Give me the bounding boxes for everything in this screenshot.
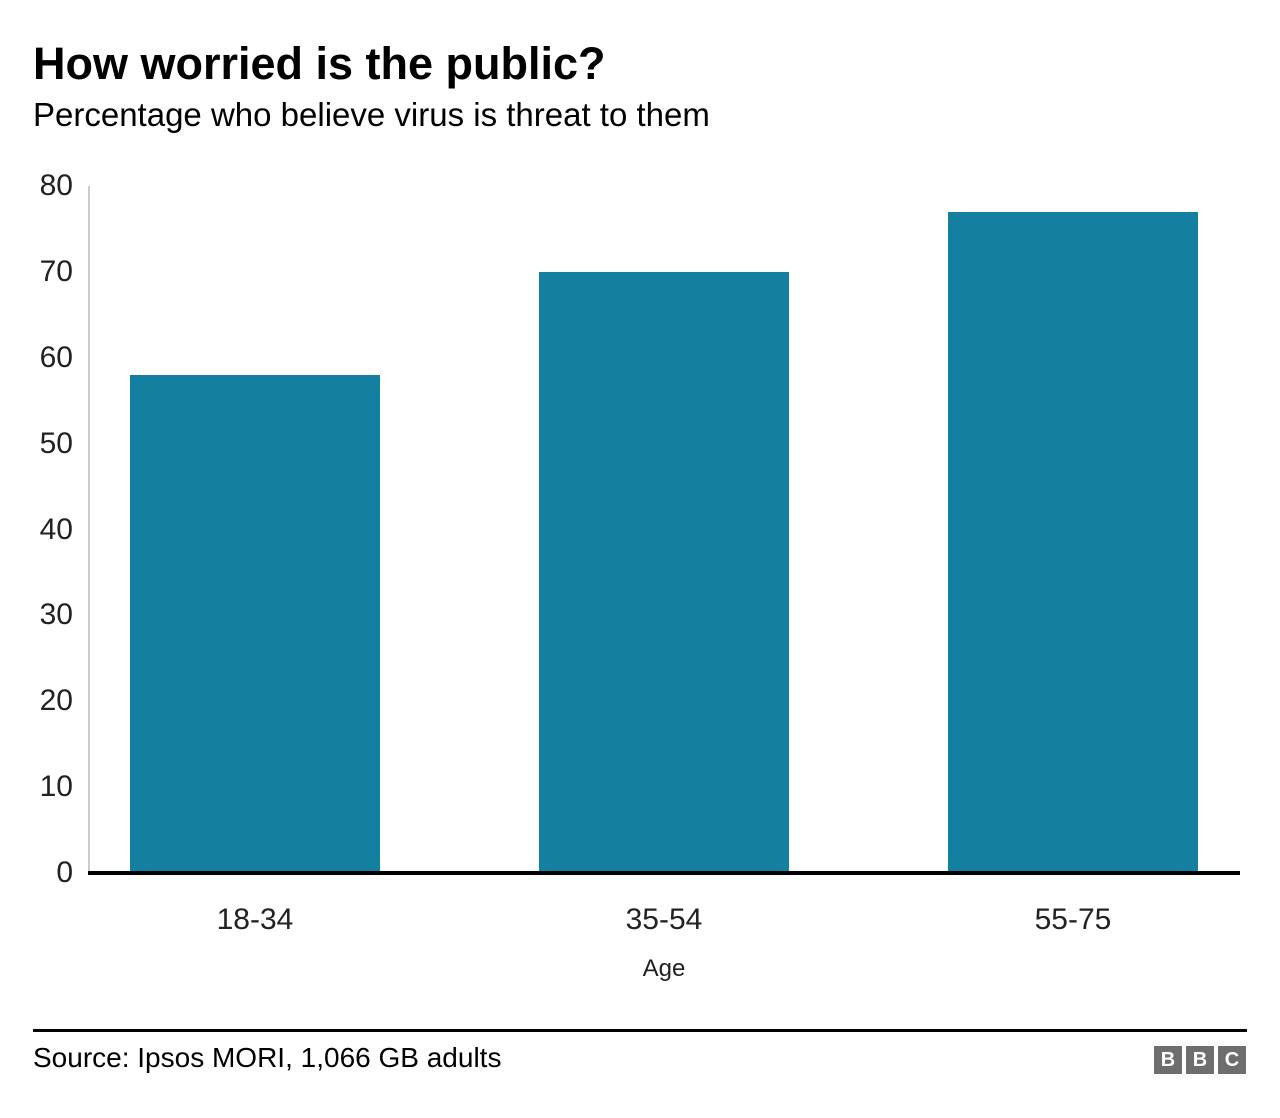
y-tick-label: 70: [39, 254, 73, 288]
footer-divider: [33, 1029, 1247, 1032]
y-axis-line: [88, 186, 90, 873]
y-tick-label: 30: [39, 598, 73, 632]
y-tick-label: 80: [39, 169, 73, 202]
y-tick-label: 10: [39, 770, 73, 804]
y-tick-label: 40: [39, 512, 73, 546]
x-axis-line: [88, 871, 1240, 875]
x-tick-label: 18-34: [216, 903, 294, 936]
bar-18-34: [130, 374, 380, 873]
chart-subtitle: Percentage who believe virus is threat t…: [33, 96, 710, 133]
chart-title: How worried is the public?: [33, 38, 606, 89]
bbc-logo-block: B: [1186, 1046, 1214, 1074]
x-tick-label: 35-54: [625, 903, 703, 936]
x-axis-labels: 18-34 35-54 55-75: [88, 903, 1240, 939]
bbc-logo-block: B: [1154, 1046, 1182, 1074]
y-tick-label: 0: [56, 856, 73, 889]
y-tick-label: 60: [39, 340, 73, 374]
bar-55-75: [948, 211, 1198, 873]
y-axis-ticks: 0 10 20 30 40 50 60 70 80: [0, 171, 73, 888]
source-text: Source: Ipsos MORI, 1,066 GB adults: [33, 1042, 502, 1073]
y-tick-label: 20: [39, 684, 73, 718]
y-tick-label: 50: [39, 426, 73, 460]
x-axis-title: Age: [642, 955, 686, 982]
bars: [88, 186, 1240, 873]
x-tick-label: 55-75: [1034, 903, 1112, 936]
bar-35-54: [539, 271, 789, 873]
plot-area: [88, 186, 1240, 875]
bbc-logo-block: C: [1218, 1046, 1246, 1074]
